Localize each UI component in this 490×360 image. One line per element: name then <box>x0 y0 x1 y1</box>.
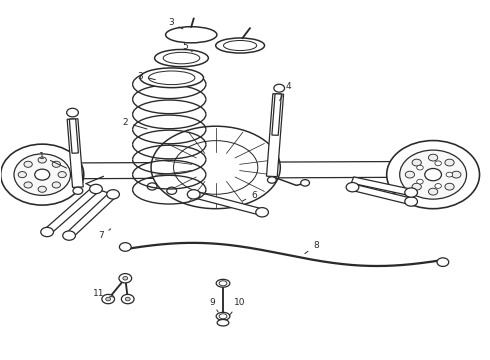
Circle shape <box>24 161 32 167</box>
Circle shape <box>256 208 269 217</box>
Circle shape <box>452 171 461 178</box>
Circle shape <box>52 161 60 167</box>
Ellipse shape <box>166 27 217 43</box>
Text: 9: 9 <box>209 298 218 312</box>
Circle shape <box>405 188 417 197</box>
Circle shape <box>416 179 423 184</box>
Ellipse shape <box>151 126 280 209</box>
Text: 8: 8 <box>305 241 318 254</box>
Polygon shape <box>267 94 284 177</box>
Circle shape <box>52 182 60 188</box>
Text: 3: 3 <box>168 18 183 29</box>
Circle shape <box>24 182 32 188</box>
Circle shape <box>38 157 47 163</box>
Circle shape <box>428 154 438 161</box>
Text: 6: 6 <box>243 190 257 201</box>
Circle shape <box>274 84 285 92</box>
Polygon shape <box>25 161 441 179</box>
Polygon shape <box>272 94 281 135</box>
Circle shape <box>14 154 71 195</box>
Circle shape <box>123 276 128 280</box>
Polygon shape <box>351 177 413 195</box>
Text: 2: 2 <box>122 118 147 129</box>
Text: 4: 4 <box>280 82 291 100</box>
Circle shape <box>445 159 454 166</box>
Ellipse shape <box>155 49 208 67</box>
Circle shape <box>416 165 423 170</box>
Ellipse shape <box>217 319 229 326</box>
Polygon shape <box>70 119 78 153</box>
Text: 10: 10 <box>230 298 246 315</box>
Circle shape <box>187 190 200 199</box>
Text: 11: 11 <box>93 289 113 298</box>
Circle shape <box>387 140 480 209</box>
Circle shape <box>102 294 115 304</box>
Text: 3: 3 <box>137 72 155 81</box>
Ellipse shape <box>216 279 230 287</box>
Ellipse shape <box>216 38 265 53</box>
Ellipse shape <box>216 312 230 320</box>
Circle shape <box>119 274 132 283</box>
Circle shape <box>412 159 421 166</box>
Circle shape <box>405 171 415 178</box>
Ellipse shape <box>140 68 203 87</box>
Circle shape <box>35 169 49 180</box>
Circle shape <box>435 161 441 166</box>
Circle shape <box>405 197 417 206</box>
Circle shape <box>301 180 310 186</box>
Polygon shape <box>67 119 83 188</box>
Circle shape <box>38 186 47 192</box>
Circle shape <box>445 183 454 190</box>
Circle shape <box>428 188 438 195</box>
Circle shape <box>268 177 276 183</box>
Circle shape <box>67 108 78 117</box>
Circle shape <box>73 187 83 194</box>
Polygon shape <box>351 184 413 204</box>
Circle shape <box>122 294 134 304</box>
Circle shape <box>425 168 441 181</box>
Circle shape <box>167 187 176 194</box>
Polygon shape <box>192 191 264 215</box>
Circle shape <box>0 144 84 205</box>
Circle shape <box>346 183 359 192</box>
Circle shape <box>400 150 466 199</box>
Circle shape <box>435 184 441 188</box>
Circle shape <box>58 172 66 178</box>
Polygon shape <box>66 192 117 238</box>
Circle shape <box>147 183 157 190</box>
Circle shape <box>125 297 130 301</box>
Circle shape <box>90 184 102 194</box>
Circle shape <box>120 243 131 251</box>
Polygon shape <box>44 187 99 234</box>
Circle shape <box>412 183 421 190</box>
Text: 7: 7 <box>98 229 111 240</box>
Circle shape <box>106 297 111 301</box>
Circle shape <box>41 227 53 237</box>
Text: 5: 5 <box>182 42 192 51</box>
Circle shape <box>437 258 449 266</box>
Circle shape <box>18 172 26 178</box>
Circle shape <box>107 190 120 199</box>
Text: 1: 1 <box>39 152 67 168</box>
Circle shape <box>63 231 75 240</box>
Circle shape <box>446 172 453 177</box>
